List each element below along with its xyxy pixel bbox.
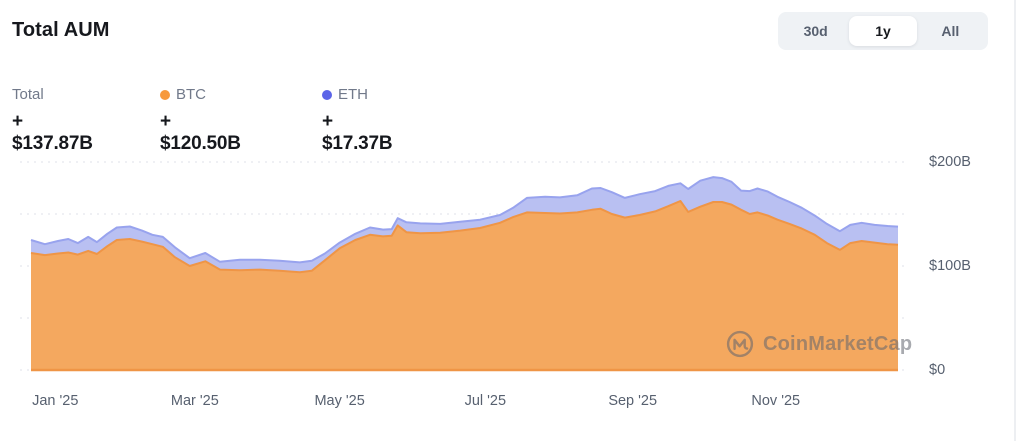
legend-btc-label: BTC: [176, 86, 206, 103]
x-axis-label: Nov '25: [751, 393, 801, 409]
watermark: CoinMarketCap: [725, 329, 912, 359]
legend-eth: ETH + $17.37B: [322, 86, 393, 155]
legend-total-label: Total: [12, 86, 44, 103]
legend-total: Total + $137.87B: [12, 86, 93, 155]
x-axis-label: May '25: [314, 393, 365, 409]
x-axis: Jan '25 Mar '25 May '25 Jul '25 Sep '25 Nov '…: [0, 393, 1019, 413]
x-axis-label: Mar '25: [170, 393, 219, 409]
btc-area: [31, 201, 898, 370]
legend-eth-label: ETH: [338, 86, 368, 103]
y-axis-label: $200B: [929, 154, 971, 170]
eth-dot-icon: [322, 90, 332, 100]
legend-btc-value: + $120.50B: [160, 111, 241, 154]
x-axis-label: Sep '25: [608, 393, 658, 409]
total-line: [30, 176, 899, 264]
y-axis-label: $100B: [929, 258, 971, 274]
x-axis-label: Jan '25: [32, 393, 79, 409]
time-range-selector: 30d 1y All: [778, 12, 988, 50]
btc-line: [30, 200, 899, 274]
legend-total-value: + $137.87B: [12, 111, 93, 154]
right-edge-divider: [1014, 0, 1016, 441]
x-axis-label: Jul '25: [464, 393, 507, 409]
btc-dot-icon: [160, 90, 170, 100]
legend-btc: BTC + $120.50B: [160, 86, 241, 155]
range-button-1y[interactable]: 1y: [849, 16, 917, 46]
legend-eth-value: + $17.37B: [322, 111, 393, 154]
range-button-30d[interactable]: 30d: [782, 16, 849, 46]
page-title: Total AUM: [12, 19, 110, 41]
coinmarketcap-logo-icon: [726, 330, 754, 358]
watermark-text: CoinMarketCap: [763, 332, 913, 355]
y-axis-label: $0: [929, 362, 946, 378]
range-button-all[interactable]: All: [917, 16, 984, 46]
